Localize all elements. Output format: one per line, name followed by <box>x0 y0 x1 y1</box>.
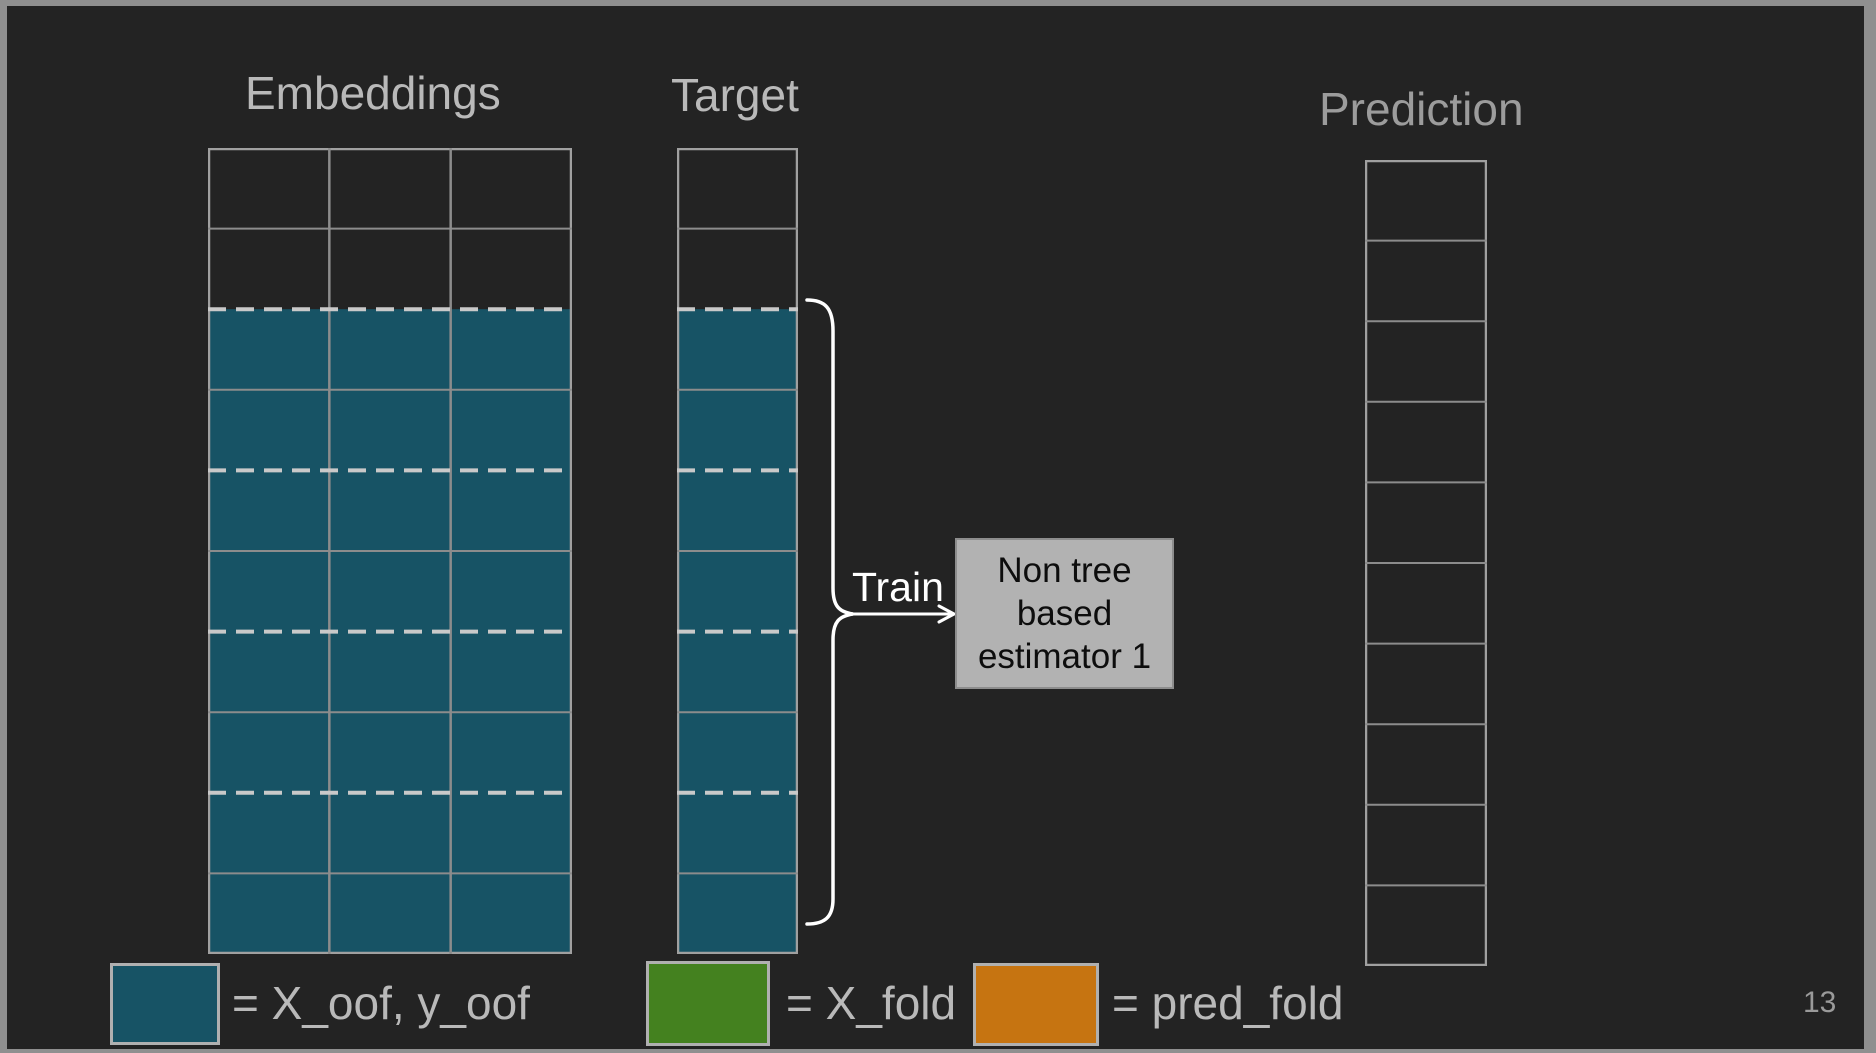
target-grid <box>676 147 799 955</box>
estimator-box-line: Non tree <box>997 551 1132 590</box>
embeddings-grid <box>207 147 573 955</box>
slide: Embeddings Target Prediction Train Non t… <box>7 6 1864 1049</box>
embeddings-column-title: Embeddings <box>245 67 501 119</box>
legend-label-x-fold: = X_fold <box>786 977 957 1029</box>
legend-label-pred-fold: = pred_fold <box>1112 977 1344 1029</box>
legend-swatch-x-fold <box>646 961 770 1046</box>
page-number: 13 <box>1803 986 1837 1019</box>
train-label: Train <box>852 564 944 610</box>
legend-swatch-pred-fold <box>973 963 1099 1046</box>
estimator-box: Non tree based estimator 1 <box>955 538 1174 689</box>
train-arrow-icon <box>850 604 956 624</box>
estimator-box-line: based <box>1016 594 1113 633</box>
estimator-box-line: estimator 1 <box>977 637 1152 676</box>
legend-label-x-oof: = X_oof, y_oof <box>232 977 530 1029</box>
legend-swatch-x-oof <box>110 963 220 1045</box>
prediction-grid <box>1364 159 1488 967</box>
prediction-column-title: Prediction <box>1319 83 1524 135</box>
target-column-title: Target <box>671 69 799 121</box>
